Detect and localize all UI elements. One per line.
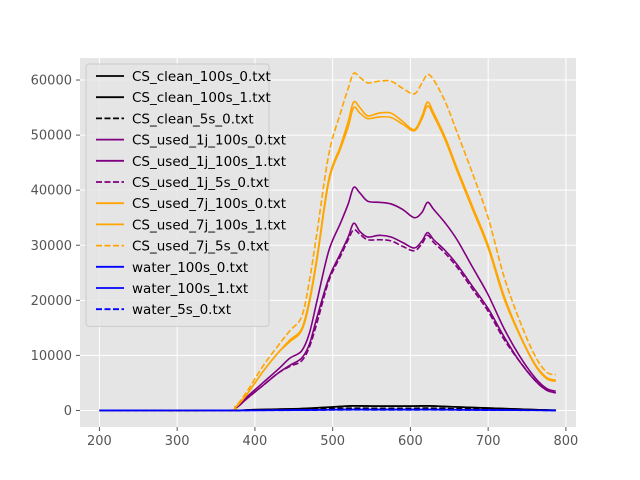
axis-ticks: 200 300 400 500 600 700 800 0 10000 20000 30000 400… [31,74,579,449]
x-tick-label: 800 [553,434,578,449]
y-tick-label: 10000 [31,349,72,364]
y-tick-label: 30000 [31,239,72,254]
legend-label: water_5s_0.txt [132,302,231,318]
legend-label: CS_used_1j_5s_0.txt [132,175,269,191]
x-tick-label: 500 [320,434,345,449]
x-tick-label: 400 [243,434,268,449]
series-lines [99,72,557,412]
y-tick-label: 50000 [31,129,72,144]
legend-label: CS_used_7j_5s_0.txt [132,239,269,255]
legend: CS_clean_100s_0.txt CS_clean_100s_1.txt CS… [85,63,286,327]
y-tick-label: 20000 [31,294,72,309]
series-line-6 [99,228,557,412]
y-tick-label: 0 [64,404,72,419]
legend-label: CS_used_7j_100s_0.txt [132,196,286,212]
y-tick-label: 40000 [31,184,72,199]
x-tick-label: 700 [476,434,501,449]
series-line-9 [99,72,557,412]
y-tick-label: 60000 [31,74,72,89]
x-tick-label: 200 [87,434,112,449]
series-line-8 [99,105,557,412]
series-line-12 [99,409,556,412]
series-line-5 [99,222,557,412]
legend-label: CS_clean_5s_0.txt [132,111,254,127]
legend-label: CS_clean_100s_0.txt [132,69,271,85]
legend-label: water_100s_1.txt [132,281,248,297]
x-tick-label: 300 [165,434,190,449]
legend-label: CS_clean_100s_1.txt [132,90,271,106]
legend-label: CS_used_7j_100s_1.txt [132,217,286,233]
legend-box [85,63,270,327]
series-line-4 [99,186,557,412]
legend-label: CS_used_1j_100s_1.txt [132,154,286,170]
legend-label: water_100s_0.txt [132,260,248,276]
x-tick-label: 600 [398,434,423,449]
legend-label: CS_used_1j_100s_0.txt [132,133,286,149]
